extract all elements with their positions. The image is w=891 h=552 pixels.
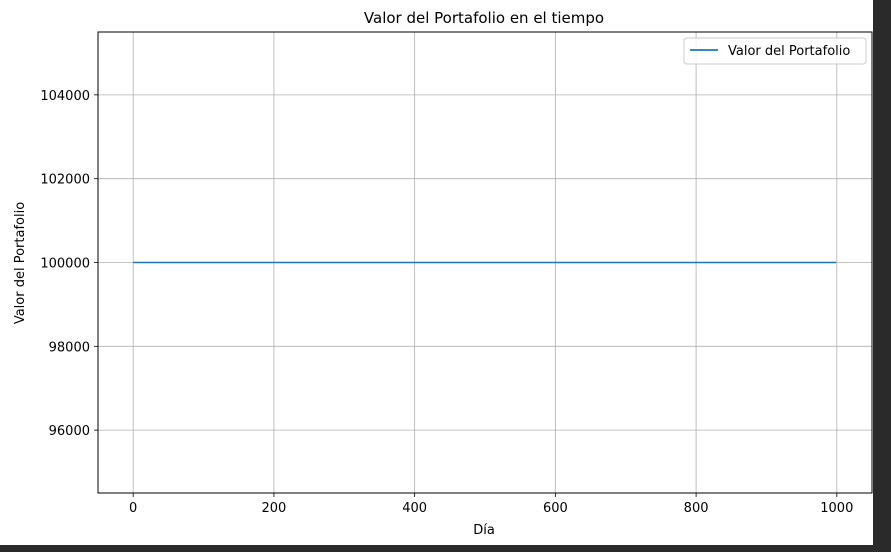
chart-figure: Valor del Portafolio en el tiempo 0 200 40… — [0, 0, 873, 545]
y-axis-label: Valor del Portafolio — [13, 202, 28, 324]
x-axis-ticks: 0 200 400 600 800 1000 — [129, 493, 853, 516]
legend-box — [683, 37, 867, 65]
window-edge — [873, 0, 891, 552]
y-tick-label: 96000 — [49, 424, 90, 439]
y-axis-ticks: 96000 98000 100000 102000 104000 — [40, 89, 98, 439]
legend-label: Valor del Portafolio — [728, 44, 850, 59]
x-tick-label: 1000 — [820, 501, 853, 516]
legend: Valor del Portafolio — [683, 37, 867, 65]
chart-canvas: Valor del Portafolio en el tiempo 0 200 40… — [13, 9, 873, 538]
x-axis-label: Día — [473, 523, 495, 538]
x-tick-label: 200 — [261, 501, 286, 516]
y-tick-label: 100000 — [40, 257, 90, 272]
y-tick-label: 102000 — [40, 173, 90, 188]
y-tick-label: 104000 — [40, 89, 90, 104]
chart-title: Valor del Portafolio en el tiempo — [364, 9, 604, 27]
x-tick-label: 0 — [129, 501, 137, 516]
x-tick-label: 800 — [684, 501, 709, 516]
x-tick-label: 600 — [543, 501, 568, 516]
x-tick-label: 400 — [402, 501, 427, 516]
y-tick-label: 98000 — [49, 340, 90, 355]
